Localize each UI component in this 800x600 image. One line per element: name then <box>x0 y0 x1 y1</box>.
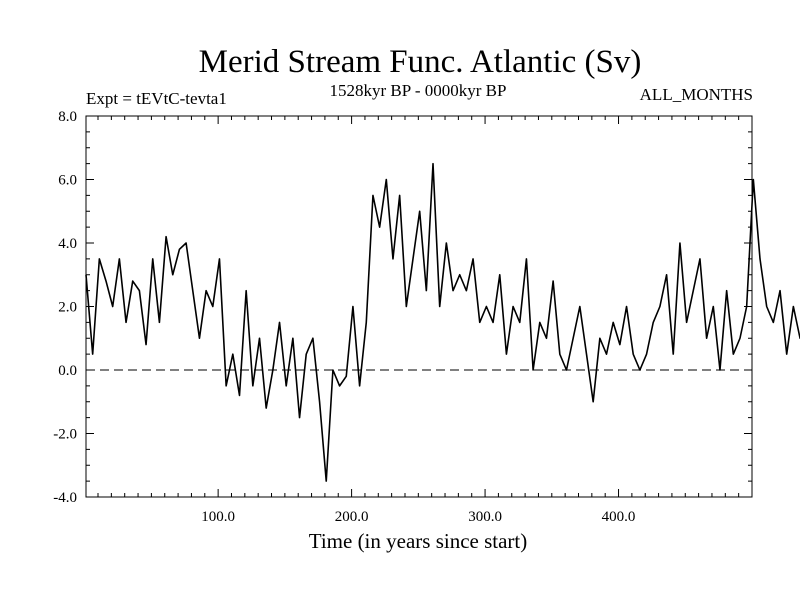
chart-subtitle-left: Expt = tEVtC-tevta1 <box>86 89 227 108</box>
x-tick-label: 300.0 <box>468 509 502 525</box>
plot-frame <box>85 115 753 498</box>
x-axis-label: Time (in years since start) <box>309 529 528 553</box>
y-tick-label: 4.0 <box>58 236 77 252</box>
y-tick-label: 6.0 <box>58 173 77 189</box>
x-tick-label: 400.0 <box>602 509 636 525</box>
plot-area: 100.0 200.0 300.0 400.0 -4.0 -2.0 0.0 2.0 4.0 6.0… <box>53 109 800 525</box>
chart-title: Merid Stream Func. Atlantic (Sv) <box>199 44 642 80</box>
x-tick-label: 100.0 <box>201 509 235 525</box>
chart-subtitle-center: 1528kyr BP - 0000kyr BP <box>330 81 507 100</box>
y-tick-label: -4.0 <box>53 490 77 506</box>
y-tick-label: 8.0 <box>58 109 77 125</box>
series-line-0 <box>85 162 800 482</box>
y-tick-label: -2.0 <box>53 427 77 443</box>
chart-subtitle-right: ALL_MONTHS <box>640 85 753 104</box>
x-tick-label: 200.0 <box>335 509 369 525</box>
y-tick-label: 0.0 <box>58 363 77 379</box>
y-tick-label: 2.0 <box>58 300 77 316</box>
